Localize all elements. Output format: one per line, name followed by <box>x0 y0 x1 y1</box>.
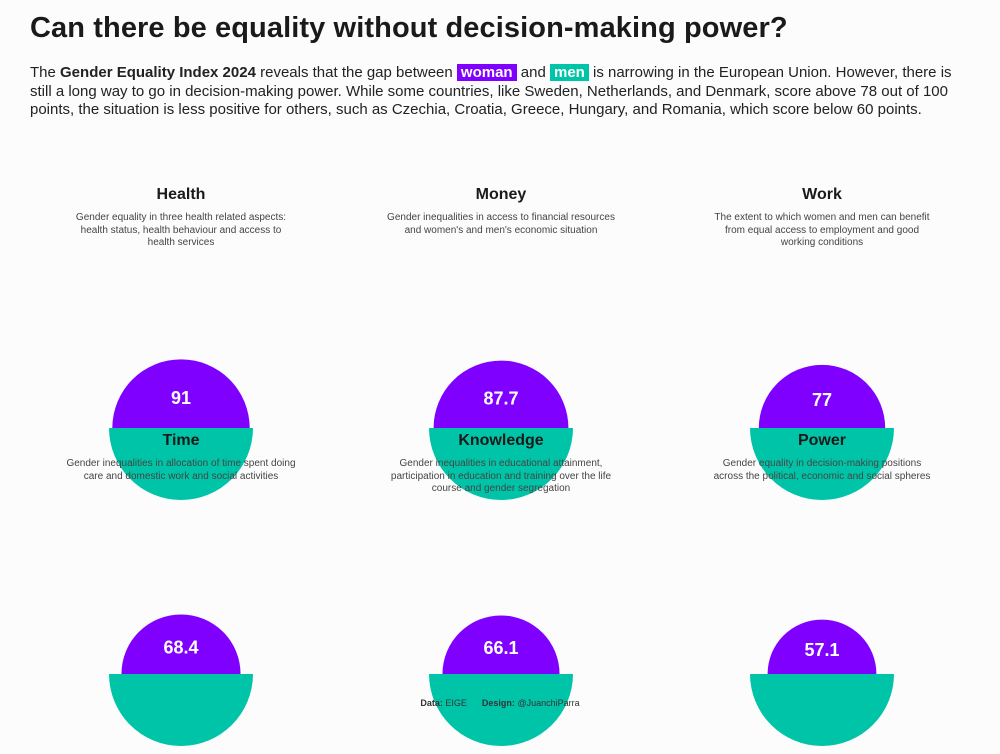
panel-description: Gender equality in decision-making posit… <box>713 458 931 482</box>
design-credit-value: @JuanchiParra <box>517 698 580 708</box>
subtitle-text: reveals that the gap between <box>255 64 457 81</box>
men-semicircle <box>109 674 253 746</box>
women-semicircle <box>433 360 569 428</box>
panel-description: Gender equality in three health related … <box>75 212 287 248</box>
women-semicircle <box>767 619 877 674</box>
semicircle-chart: 91 <box>109 359 253 500</box>
semicircle-chart: 87.7 <box>429 360 573 500</box>
panel-description: Gender inequalities in access to financi… <box>387 212 615 236</box>
value-label: 77 <box>812 390 832 410</box>
value-label: 57.1 <box>804 640 839 660</box>
panel-title: Power <box>797 432 846 449</box>
women-semicircle <box>758 364 886 428</box>
chart-panels: Health Gender equality in three health re… <box>36 186 967 746</box>
chart-title: Can there be equality without decision-m… <box>30 12 788 44</box>
panel-power: Power Gender equality in decision-making … <box>677 432 967 746</box>
value-label: 66.1 <box>483 638 518 658</box>
panel-time: Time Gender inequalities in allocation of… <box>36 432 326 746</box>
women-semicircle <box>442 615 560 674</box>
men-semicircle <box>750 428 894 500</box>
panel-description: The extent to which women and men can be… <box>714 212 930 248</box>
women-legend-tag: woman <box>456 64 517 81</box>
panel-health: Health Gender equality in three health re… <box>36 186 326 500</box>
panel-work: Work The extent to which women and men ca… <box>677 186 967 500</box>
panel-title: Health <box>156 186 206 203</box>
panel-description: Gender inequalities in allocation of tim… <box>66 458 296 482</box>
data-credit-label: Data: <box>420 698 443 708</box>
subtitle-text: The <box>30 64 61 81</box>
credits: Data: EIGE Design: @JuanchiParra <box>0 698 1000 708</box>
index-name: Gender Equality Index 2024 <box>60 64 256 81</box>
design-credit-label: Design: <box>481 698 515 708</box>
panel-title: Time <box>162 432 200 449</box>
men-legend-tag: men <box>549 64 589 81</box>
panel-title: Work <box>802 186 842 203</box>
women-semicircle <box>121 614 241 674</box>
men-semicircle <box>429 674 573 746</box>
chart-subtitle: The Gender Equality Index 2024 reveals t… <box>30 64 965 120</box>
subtitle-text: is narrowing in the European Union. Howe… <box>30 64 952 118</box>
panel-title: Money <box>475 186 527 203</box>
value-label: 68.4 <box>163 638 198 658</box>
subtitle-text: and <box>516 64 550 81</box>
women-semicircle <box>112 359 250 428</box>
value-label: 87.7 <box>483 388 518 408</box>
men-semicircle <box>750 674 894 746</box>
semicircle-chart: 77 <box>750 364 894 500</box>
panel-description: Gender inequalities in educational attai… <box>390 458 612 494</box>
men-semicircle <box>429 428 573 500</box>
panel-knowledge: Knowledge Gender inequalities in educatio… <box>356 432 646 746</box>
data-credit-value: EIGE <box>445 698 467 708</box>
men-semicircle <box>109 428 253 500</box>
panel-title: Knowledge <box>458 432 544 449</box>
panel-money: Money Gender inequalities in access to fi… <box>356 186 646 500</box>
value-label: 91 <box>171 388 191 408</box>
